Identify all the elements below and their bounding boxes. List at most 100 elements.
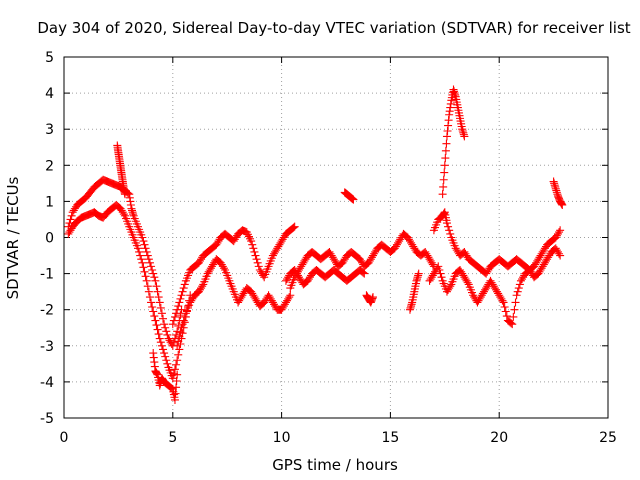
data-point-marker: [509, 312, 518, 321]
data-point-marker: [285, 293, 294, 302]
data-point-marker: [510, 305, 519, 314]
data-point-marker: [176, 328, 185, 337]
data-point-marker: [179, 316, 188, 325]
data-point-marker: [513, 287, 522, 296]
data-point-marker: [511, 298, 520, 307]
x-axis-title: GPS time / hours: [272, 456, 398, 474]
data-point-marker: [253, 258, 262, 267]
data-point-marker: [153, 325, 162, 334]
data-point-marker: [142, 247, 151, 256]
data-point-marker: [136, 251, 145, 260]
data-point-marker: [143, 251, 152, 260]
data-point-marker: [145, 258, 154, 267]
data-marks: [64, 85, 567, 404]
data-point-marker: [177, 323, 186, 332]
data-point-marker: [251, 251, 260, 260]
data-point-marker: [414, 269, 423, 278]
data-point-marker: [154, 293, 163, 302]
data-point-marker: [173, 305, 182, 314]
data-point-marker: [155, 298, 164, 307]
data-point-marker: [198, 282, 207, 291]
data-point-marker: [156, 303, 165, 312]
data-point-marker: [514, 284, 523, 293]
data-point-marker: [502, 312, 511, 321]
data-point-marker: [155, 334, 164, 343]
data-point-marker: [173, 341, 182, 350]
receiver-trace-dip-low: [149, 349, 182, 404]
data-point-marker: [156, 338, 165, 347]
data-point-marker: [138, 258, 147, 267]
y-tick-label: 2: [45, 158, 54, 174]
data-point-marker: [247, 237, 256, 246]
y-tick-label: -5: [40, 411, 54, 427]
data-point-marker: [152, 321, 161, 330]
data-point-marker: [169, 338, 178, 347]
data-point-marker: [178, 287, 187, 296]
data-point-marker: [161, 352, 170, 361]
data-point-marker: [152, 282, 161, 291]
data-point-marker: [219, 264, 228, 273]
y-tick-label: 4: [45, 86, 54, 102]
data-point-marker: [558, 201, 567, 210]
data-point-marker: [147, 262, 156, 271]
data-point-marker: [161, 323, 170, 332]
data-point-marker: [145, 293, 154, 302]
data-point-marker: [149, 307, 158, 316]
data-point-marker: [501, 307, 510, 316]
data-point-marker: [446, 229, 455, 238]
data-point-marker: [349, 195, 358, 204]
data-point-marker: [254, 262, 263, 271]
data-point-marker: [148, 265, 157, 274]
data-point-marker: [444, 222, 453, 231]
data-point-marker: [174, 350, 183, 359]
receiver-trace-upper-morning: [64, 175, 186, 350]
data-point-marker: [434, 262, 443, 271]
data-point-marker: [148, 302, 157, 311]
y-tick-label: 0: [45, 231, 54, 247]
receiver-trace-spike-morning: [113, 141, 129, 199]
data-point-marker: [173, 356, 182, 365]
data-point-marker: [289, 223, 298, 232]
data-point-marker: [150, 273, 159, 282]
data-point-marker: [139, 263, 148, 272]
data-point-marker: [169, 369, 178, 378]
y-tick-label: -4: [40, 375, 54, 391]
data-point-marker: [172, 309, 181, 318]
data-point-marker: [142, 276, 151, 285]
data-point-marker: [140, 267, 149, 276]
data-point-marker: [163, 359, 172, 368]
receiver-trace-recovery-a: [168, 222, 299, 329]
receiver-trace-recovery-b: [173, 255, 295, 350]
data-point-marker: [151, 276, 160, 285]
y-tick-label: 3: [45, 122, 54, 138]
data-point-marker: [250, 247, 259, 256]
data-point-marker: [120, 190, 129, 199]
data-point-marker: [175, 332, 184, 341]
data-point-marker: [160, 320, 169, 329]
data-point-marker: [151, 316, 160, 325]
data-point-marker: [159, 345, 168, 354]
data-point-marker: [437, 273, 446, 282]
data-point-marker: [440, 168, 449, 177]
data-point-marker: [555, 249, 564, 258]
y-tick-label: 1: [45, 194, 54, 210]
data-point-marker: [133, 244, 142, 253]
data-point-marker: [157, 341, 166, 350]
data-point-marker: [157, 309, 166, 318]
data-point-marker: [442, 139, 451, 148]
data-point-marker: [170, 312, 179, 321]
data-point-marker: [66, 215, 75, 224]
data-point-marker: [436, 269, 445, 278]
data-point-marker: [162, 356, 171, 365]
data-point-marker: [150, 312, 159, 321]
data-point-marker: [159, 314, 168, 323]
data-point-marker: [507, 319, 516, 328]
data-point-marker: [172, 360, 181, 369]
receiver-trace-midday-lower: [281, 265, 369, 289]
data-point-marker: [440, 161, 449, 170]
data-point-marker: [180, 280, 189, 289]
data-point-marker: [173, 370, 182, 379]
data-point-marker: [290, 222, 299, 231]
data-point-marker: [174, 321, 183, 330]
